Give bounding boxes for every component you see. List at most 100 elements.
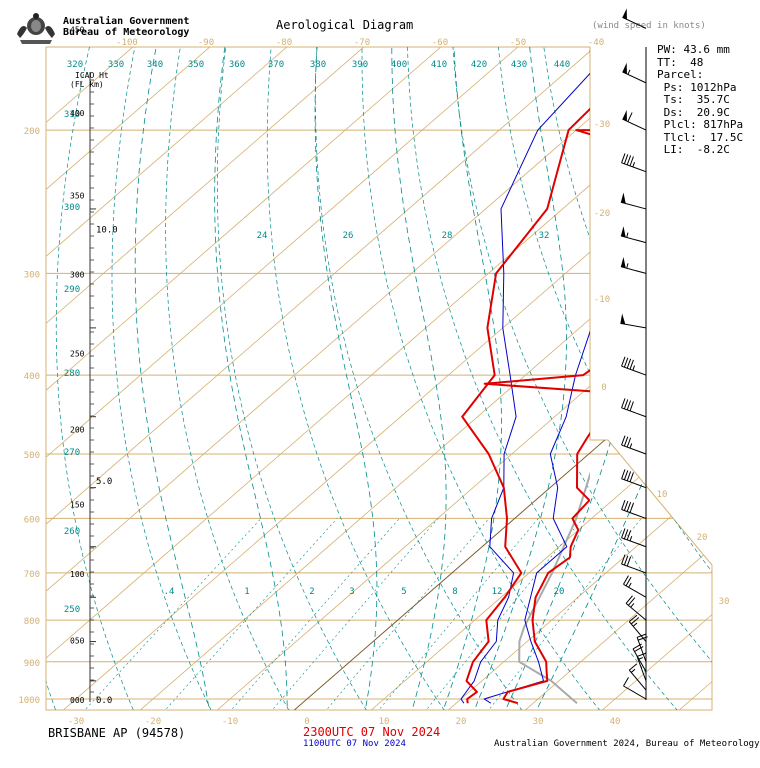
- wind-barb: [627, 112, 633, 122]
- wind-half-barb: [630, 668, 636, 673]
- isobar-label: 700: [24, 570, 40, 580]
- wind-half-barb: [630, 603, 635, 608]
- wind-barb: [626, 530, 632, 541]
- chart-title: Aerological Diagram: [276, 18, 414, 32]
- wind-barb: [628, 614, 638, 623]
- wind-barb: [636, 633, 647, 638]
- mixing-ratio-line: [159, 518, 338, 710]
- stat-pw: PW: 43.6 mm: [657, 43, 730, 56]
- wind-barb: [623, 555, 629, 566]
- theta-e-label: 410: [431, 60, 447, 70]
- org-name-line2: Bureau of Meteorology: [63, 27, 190, 38]
- wind-barb-staff: [628, 669, 647, 691]
- moist-adiabat: [440, 47, 502, 710]
- wet-bulb-label: 28: [442, 231, 453, 241]
- theta-label: 280: [64, 369, 80, 379]
- wind-pennant: [622, 62, 627, 74]
- wind-barb: [629, 156, 634, 167]
- mixing-ratio-label: 5: [401, 587, 406, 597]
- flight-level-label: 000: [70, 696, 85, 705]
- flight-level-label: 200: [70, 425, 85, 434]
- wind-barb-staff: [621, 444, 647, 455]
- isotherm-line: [46, 47, 712, 710]
- isobar-label: 200: [24, 127, 40, 137]
- x-tick-label: 30: [533, 717, 544, 727]
- wind-half-barb: [626, 232, 629, 238]
- right-tick-label: 20: [697, 533, 708, 543]
- isotherm-zero: [286, 47, 712, 710]
- flight-level-label: 450: [70, 25, 85, 34]
- wind-barb-staff: [622, 118, 647, 131]
- wind-barb-staff: [620, 201, 647, 210]
- dry-adiabat: [450, 47, 712, 710]
- wind-barb: [623, 677, 629, 687]
- isotherm-line: [440, 47, 712, 710]
- wind-pennant: [620, 257, 626, 268]
- right-tick-label: 10: [657, 490, 668, 500]
- dry-adiabat: [734, 0, 760, 716]
- top-tick-label: -60: [432, 38, 448, 48]
- stat-ps: Ps: 1012hPa: [657, 80, 737, 94]
- wind-barb: [621, 153, 626, 163]
- dry-adiabat: [406, 47, 683, 710]
- isobar-label: 1000: [18, 696, 40, 706]
- theta-e-label: 330: [108, 60, 124, 70]
- wind-barb: [626, 437, 632, 448]
- right-tick-label: -30: [594, 120, 610, 130]
- wind-half-barb: [628, 582, 632, 588]
- isotherm-line: [46, 47, 712, 710]
- moist-adiabat: [502, 47, 644, 710]
- mixing-ratio-line: [266, 518, 439, 710]
- wind-half-barb: [627, 69, 631, 75]
- wind-pennant: [622, 110, 627, 122]
- isobar-label: 400: [24, 372, 40, 382]
- sounding-time-secondary: 1100UTC 07 Nov 2024: [303, 739, 406, 749]
- theta-e-label: 430: [511, 60, 527, 70]
- mixing-ratio-line: [420, 518, 584, 710]
- top-tick-label: -90: [198, 38, 214, 48]
- stat-tt: TT: 48: [657, 55, 704, 69]
- isobar-label: 900: [24, 659, 40, 669]
- isotherm-line: [46, 47, 712, 710]
- wind-barb: [623, 436, 629, 447]
- right-tick-label: -10: [594, 295, 610, 305]
- stat-ds: Ds: 20.9C: [657, 105, 730, 119]
- wind-barb: [621, 469, 626, 479]
- isotherm-line: [363, 47, 712, 710]
- mixing-ratio-line: [79, 518, 262, 710]
- wind-barb: [621, 499, 626, 510]
- wind-barb: [623, 529, 629, 540]
- wet-bulb-label: 24: [257, 231, 268, 241]
- plot-frame: [45, 46, 713, 711]
- dry-adiabat: [361, 47, 605, 710]
- right-tick-label: 30: [719, 597, 730, 607]
- wind-half-barb: [629, 536, 633, 542]
- theta-e-label: 440: [554, 60, 570, 70]
- height-km-label: 10.0: [96, 226, 118, 236]
- theta-e-label: 400: [391, 60, 407, 70]
- dry-adiabat: [46, 47, 57, 710]
- wet-bulb-label: 26: [343, 231, 354, 241]
- copyright-notice: Australian Government 2024, Bureau of Me…: [494, 739, 760, 749]
- wind-barb: [623, 575, 629, 585]
- x-tick-label: 40: [610, 717, 621, 727]
- wind-barb-staff: [621, 365, 647, 376]
- isotherm-line: [671, 47, 712, 710]
- wind-half-barb: [632, 365, 636, 371]
- right-tick-label: 0: [601, 383, 606, 393]
- isotherm-line: [55, 47, 712, 710]
- theta-e-label: 420: [471, 60, 487, 70]
- wind-barb: [621, 554, 626, 565]
- wind-barb: [621, 435, 626, 446]
- mixing-ratio-label: 12: [492, 587, 503, 597]
- wind-barb: [634, 646, 644, 652]
- stat-plcl: Plcl: 817hPa: [657, 118, 744, 131]
- moist-adiabat: [391, 47, 447, 710]
- isotherm-line: [749, 0, 760, 716]
- wind-barb: [630, 617, 640, 625]
- wind-barb: [626, 155, 632, 166]
- wind-barb: [626, 556, 632, 567]
- theta-e-label: 380: [310, 60, 326, 70]
- theta-label: 260: [64, 527, 80, 537]
